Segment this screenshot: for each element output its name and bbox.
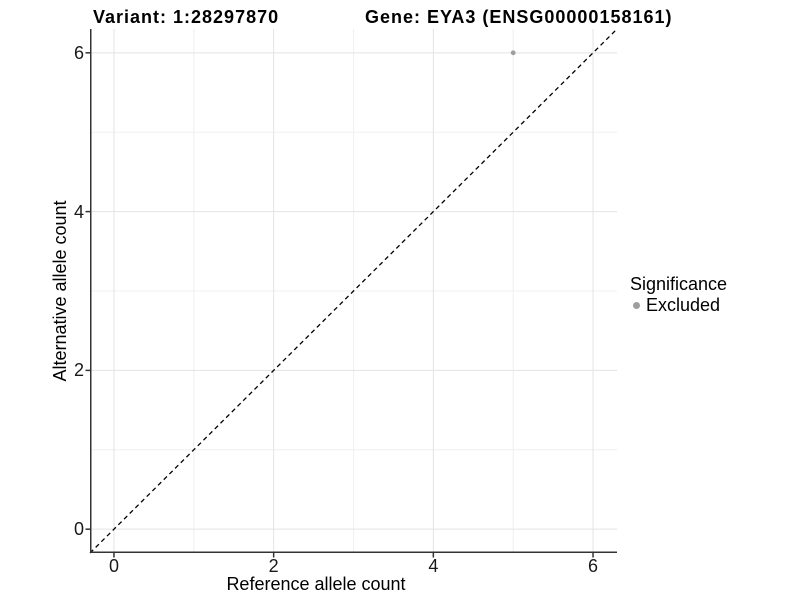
- legend-item-excluded: Excluded: [630, 295, 727, 315]
- data-point: [510, 50, 516, 56]
- legend-item-label: Excluded: [646, 295, 721, 315]
- x-tick-label: 4: [428, 556, 439, 576]
- plot-title-gene: Gene: EYA3 (ENSG00000158161): [365, 7, 673, 27]
- legend-point-icon: [633, 301, 640, 309]
- y-tick-label: 4: [73, 201, 84, 222]
- x-tick-label: 0: [108, 556, 119, 576]
- y-axis-title: Alternative allele count: [50, 200, 70, 382]
- identity-reference-line: [89, 28, 618, 554]
- y-tick-label: 0: [73, 519, 84, 540]
- legend: Significance Excluded: [630, 274, 727, 315]
- x-axis-title: Reference allele count: [226, 574, 406, 594]
- plot-panel: [85, 28, 618, 558]
- y-tick-label: 6: [73, 42, 84, 63]
- plot-title-variant: Variant: 1:28297870: [93, 7, 280, 27]
- x-tick-label: 6: [588, 556, 599, 576]
- legend-title: Significance: [630, 274, 728, 294]
- x-tick-label: 2: [268, 556, 279, 576]
- y-tick-label: 2: [73, 360, 84, 381]
- plot-canvas: [85, 28, 618, 558]
- plot-title-row: Variant: 1:28297870 Gene: EYA3 (ENSG0000…: [0, 6, 800, 30]
